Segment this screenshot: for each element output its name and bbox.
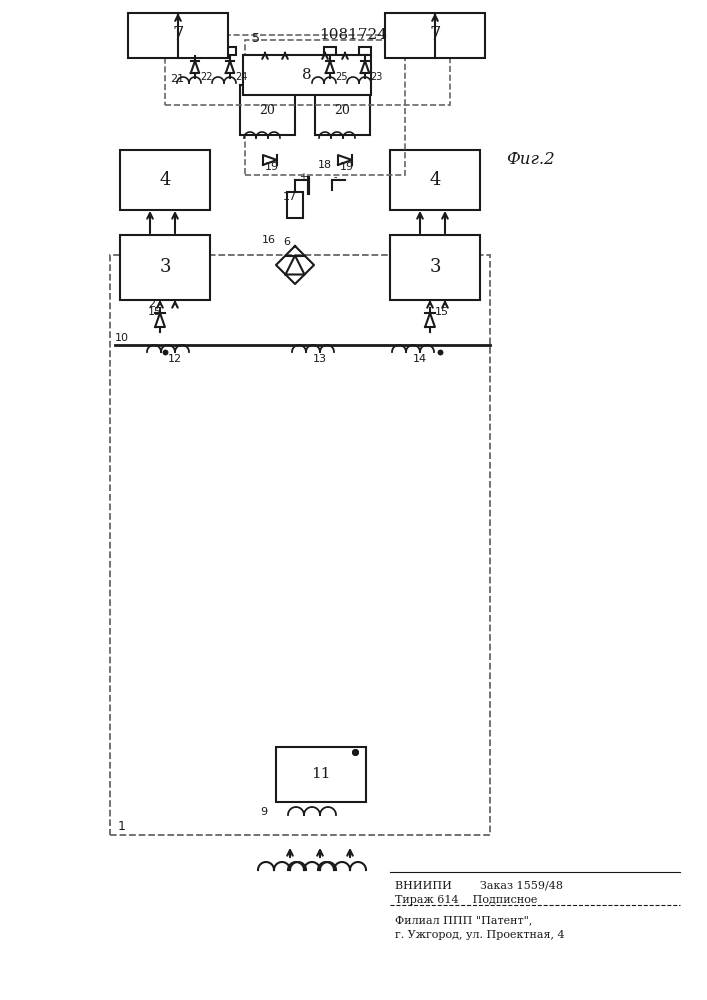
Bar [245, 40, 405, 175]
Bar [120, 235, 210, 300]
Text: Фиг.2: Фиг.2 [506, 151, 554, 168]
Text: ВНИИПИ        Заказ 1559/48: ВНИИПИ Заказ 1559/48 [395, 880, 563, 890]
Bar [189, 47, 201, 55]
Text: 22: 22 [200, 72, 213, 82]
Text: 14: 14 [413, 354, 427, 364]
Text: 16: 16 [262, 235, 276, 245]
Text: 2: 2 [148, 299, 155, 309]
Text: Филиал ППП "Патент",: Филиал ППП "Патент", [395, 915, 532, 925]
Text: 25: 25 [335, 72, 348, 82]
Text: 20: 20 [334, 104, 351, 116]
Bar [224, 47, 236, 55]
Text: 21: 21 [170, 74, 184, 84]
Text: -: - [333, 172, 337, 182]
Bar [120, 150, 210, 210]
Text: Тираж 614    Подписное: Тираж 614 Подписное [395, 895, 537, 905]
Bar [243, 55, 371, 95]
Text: 24: 24 [235, 72, 247, 82]
Text: 12: 12 [168, 354, 182, 364]
Text: 3: 3 [159, 258, 171, 276]
Text: 20: 20 [259, 104, 276, 116]
Text: г. Ужгород, ул. Проектная, 4: г. Ужгород, ул. Проектная, 4 [395, 930, 565, 940]
Text: 23: 23 [370, 72, 382, 82]
Bar [165, 35, 450, 105]
Text: 13: 13 [313, 354, 327, 364]
Text: 3: 3 [429, 258, 440, 276]
Bar [324, 47, 336, 55]
Bar [287, 192, 303, 218]
Text: 8: 8 [302, 68, 312, 82]
Bar [110, 255, 490, 835]
Text: 7: 7 [429, 26, 440, 44]
Text: 15: 15 [435, 307, 449, 317]
Bar [390, 235, 480, 300]
Text: 5: 5 [252, 32, 260, 45]
Text: 17: 17 [283, 192, 297, 202]
Text: 15: 15 [148, 307, 162, 317]
Text: 4: 4 [159, 171, 170, 189]
Text: 6: 6 [283, 237, 290, 247]
Text: 18: 18 [318, 160, 332, 170]
Bar [240, 85, 295, 135]
Bar [390, 150, 480, 210]
Bar [315, 85, 370, 135]
Bar [276, 747, 366, 802]
Bar [359, 47, 371, 55]
Text: 4: 4 [429, 171, 440, 189]
Text: 11: 11 [311, 768, 331, 782]
Text: 1: 1 [118, 820, 126, 833]
Text: 19: 19 [265, 162, 279, 172]
Bar [385, 13, 485, 58]
Text: 7: 7 [173, 26, 184, 44]
Text: +: + [299, 172, 307, 182]
Text: 9: 9 [260, 807, 267, 817]
Text: 19: 19 [340, 162, 354, 172]
Text: 10: 10 [115, 333, 129, 343]
Text: 1081724: 1081724 [319, 28, 387, 42]
Bar [128, 13, 228, 58]
